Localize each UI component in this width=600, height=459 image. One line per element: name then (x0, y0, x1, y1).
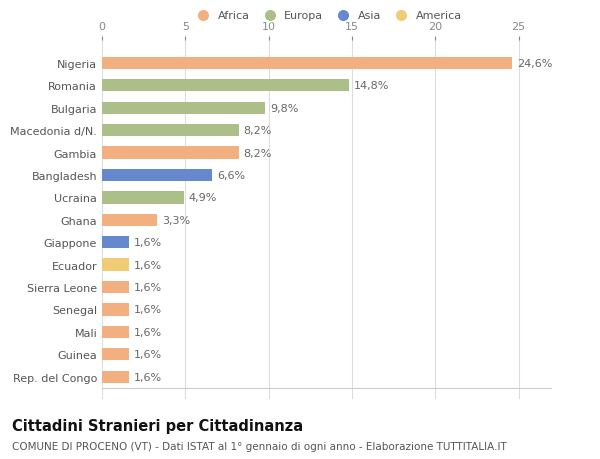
Text: 1,6%: 1,6% (134, 305, 162, 315)
Text: 1,6%: 1,6% (134, 282, 162, 292)
Bar (102, 236, 128, 249)
Text: 1,6%: 1,6% (134, 372, 162, 382)
Bar (102, 57, 512, 70)
Text: COMUNE DI PROCENO (VT) - Dati ISTAT al 1° gennaio di ogni anno - Elaborazione TU: COMUNE DI PROCENO (VT) - Dati ISTAT al 1… (12, 441, 507, 451)
Text: 14,8%: 14,8% (353, 81, 389, 91)
Bar (102, 326, 128, 338)
Bar (102, 80, 349, 92)
Bar (102, 259, 128, 271)
Bar (102, 371, 128, 383)
Text: Cittadini Stranieri per Cittadinanza: Cittadini Stranieri per Cittadinanza (12, 418, 303, 433)
Bar (102, 125, 239, 137)
Bar (102, 169, 212, 182)
Bar (102, 304, 128, 316)
Text: 1,6%: 1,6% (134, 327, 162, 337)
Bar (102, 147, 239, 159)
Bar (102, 348, 128, 361)
Text: 1,6%: 1,6% (134, 350, 162, 359)
Bar (102, 214, 157, 226)
Bar (102, 281, 128, 294)
Legend: Africa, Europa, Asia, America: Africa, Europa, Asia, America (192, 11, 462, 22)
Text: 8,2%: 8,2% (244, 126, 272, 136)
Bar (102, 102, 265, 115)
Text: 1,6%: 1,6% (134, 238, 162, 248)
Text: 6,6%: 6,6% (217, 171, 245, 180)
Text: 3,3%: 3,3% (162, 215, 190, 225)
Bar (102, 192, 184, 204)
Text: 24,6%: 24,6% (517, 59, 553, 69)
Text: 8,2%: 8,2% (244, 148, 272, 158)
Text: 4,9%: 4,9% (188, 193, 217, 203)
Text: 1,6%: 1,6% (134, 260, 162, 270)
Text: 9,8%: 9,8% (271, 103, 299, 113)
